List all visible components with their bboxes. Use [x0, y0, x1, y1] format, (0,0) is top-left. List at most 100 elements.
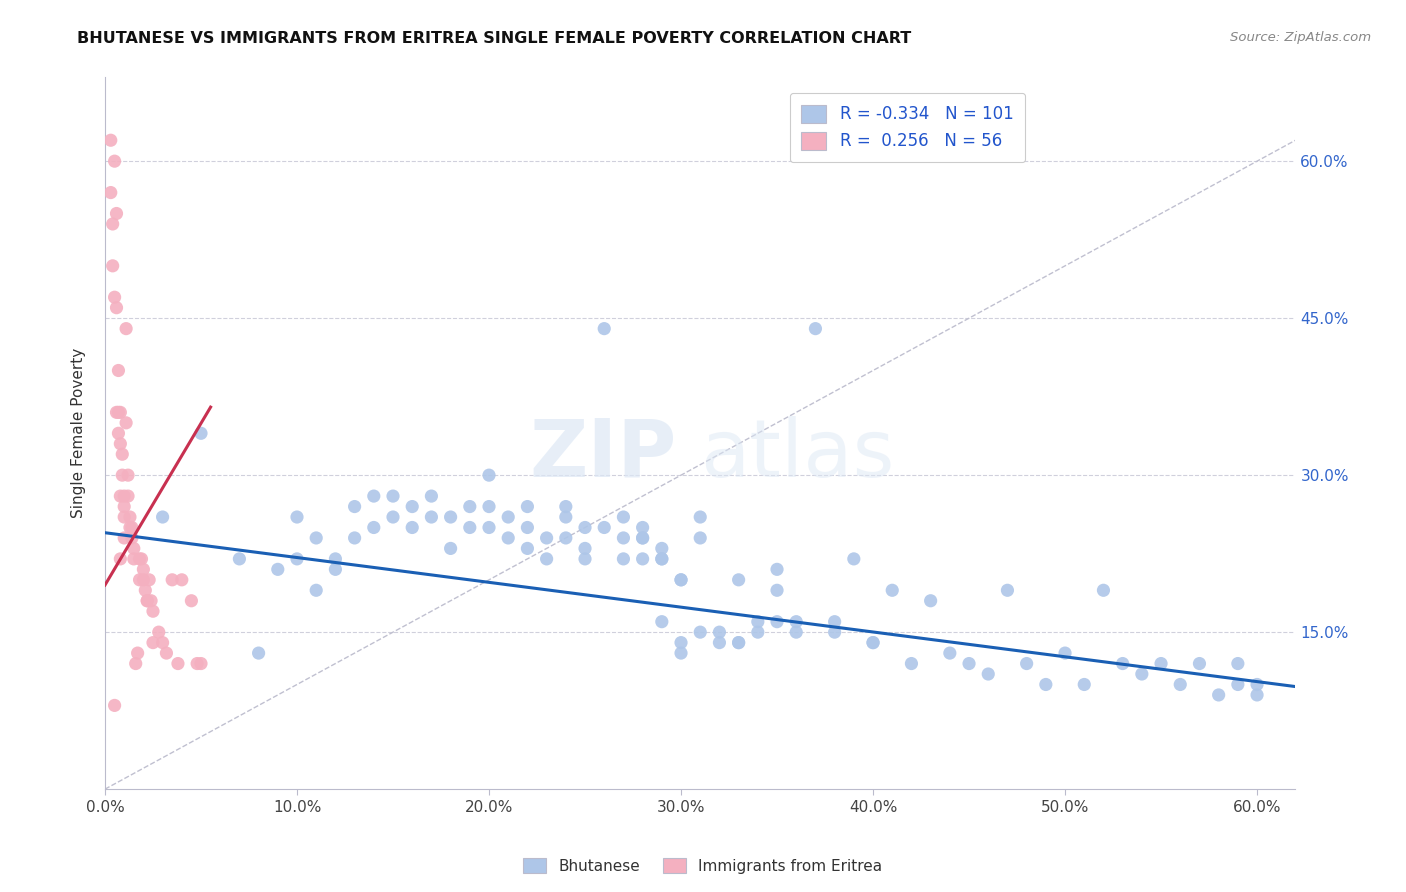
Point: [842, 552, 865, 566]
Point: [125, 657, 148, 671]
Point: [1150, 657, 1173, 671]
Point: [122, 541, 145, 556]
Point: [747, 625, 769, 640]
Point: [110, 436, 132, 450]
Point: [100, 186, 122, 200]
Point: [882, 583, 904, 598]
Point: [1073, 677, 1095, 691]
Point: [1035, 677, 1057, 691]
Point: [325, 562, 347, 576]
Point: [709, 635, 731, 649]
Point: [132, 573, 155, 587]
Point: [785, 625, 807, 640]
Point: [939, 646, 962, 660]
Point: [305, 531, 328, 545]
Point: [612, 552, 634, 566]
Point: [170, 573, 193, 587]
Point: [1111, 657, 1133, 671]
Point: [100, 133, 122, 147]
Point: [824, 625, 846, 640]
Point: [285, 510, 308, 524]
Point: [458, 500, 481, 514]
Point: [152, 510, 174, 524]
Point: [104, 290, 127, 304]
Point: [1168, 677, 1191, 691]
Point: [824, 615, 846, 629]
Point: [110, 489, 132, 503]
Point: [420, 510, 443, 524]
Point: [631, 520, 654, 534]
Point: [957, 657, 980, 671]
Point: [554, 510, 576, 524]
Point: [104, 154, 127, 169]
Point: [363, 489, 385, 503]
Point: [1226, 677, 1249, 691]
Point: [612, 510, 634, 524]
Point: [105, 301, 128, 315]
Point: [104, 698, 127, 713]
Point: [112, 489, 135, 503]
Point: [593, 520, 616, 534]
Point: [112, 510, 135, 524]
Point: [128, 573, 150, 587]
Point: [554, 500, 576, 514]
Point: [727, 635, 749, 649]
Point: [689, 531, 711, 545]
Point: [107, 363, 129, 377]
Point: [651, 552, 673, 566]
Point: [110, 552, 132, 566]
Point: [142, 635, 165, 649]
Point: [112, 500, 135, 514]
Point: [167, 657, 190, 671]
Point: [136, 593, 159, 607]
Point: [766, 583, 789, 598]
Point: [186, 657, 208, 671]
Point: [631, 552, 654, 566]
Point: [1092, 583, 1115, 598]
Point: [669, 573, 692, 587]
Point: [1226, 657, 1249, 671]
Point: [651, 615, 673, 629]
Point: [142, 604, 165, 618]
Point: [401, 520, 423, 534]
Legend: Bhutanese, Immigrants from Eritrea: Bhutanese, Immigrants from Eritrea: [517, 852, 889, 880]
Point: [804, 321, 827, 335]
Point: [128, 552, 150, 566]
Point: [121, 531, 143, 545]
Point: [136, 593, 159, 607]
Point: [536, 552, 558, 566]
Point: [148, 625, 170, 640]
Point: [631, 531, 654, 545]
Point: [727, 573, 749, 587]
Point: [651, 552, 673, 566]
Point: [117, 489, 139, 503]
Point: [343, 500, 366, 514]
Point: [574, 552, 596, 566]
Point: [747, 615, 769, 629]
Point: [669, 573, 692, 587]
Point: [285, 552, 308, 566]
Point: [1188, 657, 1211, 671]
Point: [631, 531, 654, 545]
Point: [478, 468, 501, 483]
Point: [478, 500, 501, 514]
Point: [325, 552, 347, 566]
Point: [111, 468, 134, 483]
Point: [516, 541, 538, 556]
Point: [766, 615, 789, 629]
Point: [110, 405, 132, 419]
Point: [1246, 688, 1268, 702]
Point: [343, 531, 366, 545]
Point: [1246, 677, 1268, 691]
Point: [121, 520, 143, 534]
Point: [727, 635, 749, 649]
Legend: R = -0.334   N = 101, R =  0.256   N = 56: R = -0.334 N = 101, R = 0.256 N = 56: [790, 93, 1025, 161]
Point: [111, 447, 134, 461]
Point: [115, 416, 138, 430]
Point: [1130, 667, 1153, 681]
Point: [101, 217, 124, 231]
Point: [122, 552, 145, 566]
Point: [139, 593, 162, 607]
Point: [574, 541, 596, 556]
Point: [134, 583, 156, 598]
